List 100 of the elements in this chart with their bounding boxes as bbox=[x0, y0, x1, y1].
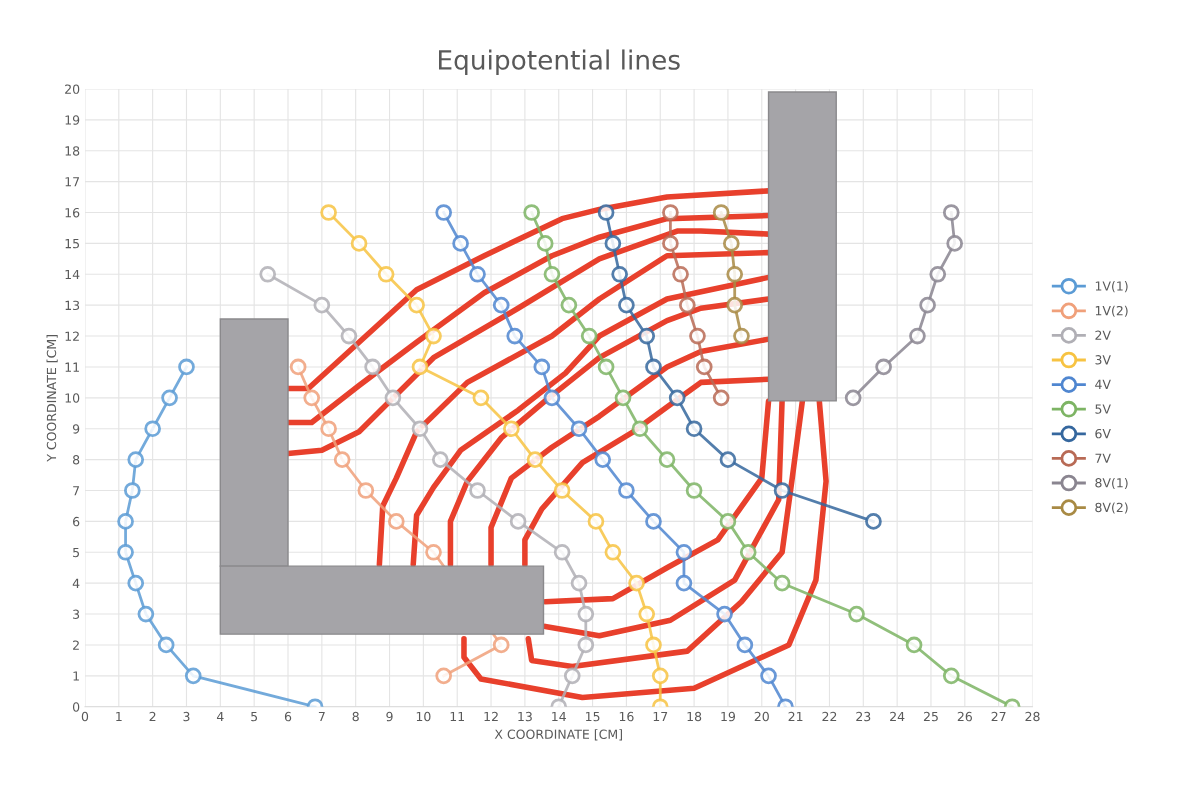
x-tick-label: 9 bbox=[386, 711, 393, 722]
legend-label: 7V bbox=[1095, 453, 1111, 463]
x-tick-label: 10 bbox=[416, 711, 431, 722]
point bbox=[658, 451, 676, 468]
x-tick-label: 27 bbox=[991, 711, 1006, 722]
point bbox=[929, 265, 947, 283]
point bbox=[672, 265, 689, 283]
point bbox=[117, 513, 134, 530]
chart-title: Equipotential lines bbox=[439, 49, 680, 75]
legend-label: 1V(1) bbox=[1095, 281, 1128, 293]
point bbox=[553, 543, 571, 561]
point bbox=[117, 543, 134, 561]
point bbox=[492, 636, 510, 654]
x-tick-label: 26 bbox=[957, 711, 972, 722]
point bbox=[411, 420, 429, 438]
point bbox=[580, 327, 598, 345]
point bbox=[144, 420, 161, 438]
point bbox=[313, 296, 331, 314]
point bbox=[726, 296, 744, 314]
point bbox=[685, 420, 703, 438]
point bbox=[523, 204, 540, 221]
point bbox=[675, 574, 693, 592]
x-tick-label: 3 bbox=[183, 711, 190, 722]
y-tick-label: 10 bbox=[65, 393, 80, 403]
point bbox=[919, 296, 936, 314]
point bbox=[662, 204, 679, 221]
y-tick-label: 15 bbox=[65, 239, 80, 249]
point bbox=[435, 204, 453, 221]
point bbox=[719, 513, 737, 530]
point bbox=[631, 420, 649, 438]
point bbox=[614, 389, 632, 407]
point bbox=[469, 265, 486, 283]
point bbox=[127, 574, 145, 592]
point bbox=[604, 543, 622, 561]
point bbox=[662, 235, 679, 252]
y-tick-label: 6 bbox=[73, 516, 80, 527]
x-tick-label: 24 bbox=[890, 711, 905, 722]
point bbox=[651, 667, 669, 685]
point bbox=[597, 204, 615, 221]
legend-label: 8V(1) bbox=[1095, 477, 1128, 490]
y-tick-label: 17 bbox=[65, 177, 80, 187]
point bbox=[739, 543, 757, 561]
point bbox=[137, 605, 155, 623]
point bbox=[668, 389, 686, 407]
point bbox=[543, 265, 561, 283]
x-tick-label: 20 bbox=[754, 711, 769, 722]
point bbox=[611, 265, 628, 283]
point bbox=[259, 265, 277, 283]
x-tick-label: 19 bbox=[721, 711, 736, 722]
point bbox=[124, 482, 141, 499]
x-tick-label: 22 bbox=[822, 711, 837, 722]
y-tick-label: 19 bbox=[65, 115, 80, 125]
point bbox=[726, 265, 744, 283]
x-tick-label: 2 bbox=[149, 711, 156, 722]
point bbox=[333, 451, 351, 468]
point bbox=[560, 296, 578, 314]
x-tick-label: 0 bbox=[81, 711, 89, 722]
x-tick-label: 5 bbox=[251, 711, 258, 722]
point bbox=[875, 358, 892, 376]
point bbox=[773, 482, 791, 499]
point bbox=[425, 327, 442, 345]
point bbox=[425, 543, 442, 561]
point bbox=[577, 636, 595, 654]
legend-label: 5V bbox=[1095, 404, 1111, 414]
point bbox=[553, 482, 571, 499]
point bbox=[408, 296, 425, 314]
point bbox=[563, 667, 581, 685]
point bbox=[905, 636, 923, 654]
point bbox=[577, 605, 595, 623]
point bbox=[645, 358, 662, 376]
point bbox=[848, 605, 865, 623]
point bbox=[157, 636, 175, 654]
legend-label: 1V(2) bbox=[1095, 305, 1128, 317]
point bbox=[594, 451, 612, 468]
x-tick-label: 18 bbox=[687, 711, 702, 722]
point bbox=[570, 420, 588, 438]
point bbox=[638, 605, 656, 623]
point bbox=[736, 636, 754, 654]
y-tick-label: 8 bbox=[72, 455, 80, 465]
point bbox=[712, 204, 730, 221]
y-tick-label: 0 bbox=[72, 702, 80, 712]
x-tick-label: 14 bbox=[552, 711, 566, 722]
point bbox=[536, 235, 554, 252]
point bbox=[492, 296, 510, 314]
point bbox=[570, 574, 588, 592]
y-tick-label: 18 bbox=[65, 146, 80, 156]
y-tick-label: 2 bbox=[73, 640, 79, 650]
point bbox=[431, 451, 449, 468]
point bbox=[865, 513, 882, 530]
point bbox=[340, 327, 358, 345]
x-tick-label: 8 bbox=[352, 711, 359, 722]
point bbox=[320, 420, 337, 438]
y-tick-label: 13 bbox=[65, 300, 80, 311]
point bbox=[320, 204, 337, 221]
point bbox=[844, 389, 862, 407]
y-tick-label: 16 bbox=[65, 207, 80, 218]
legend-label: 2V bbox=[1095, 330, 1111, 340]
legend-label: 6V bbox=[1095, 428, 1111, 439]
point bbox=[543, 389, 561, 407]
point bbox=[645, 636, 662, 654]
